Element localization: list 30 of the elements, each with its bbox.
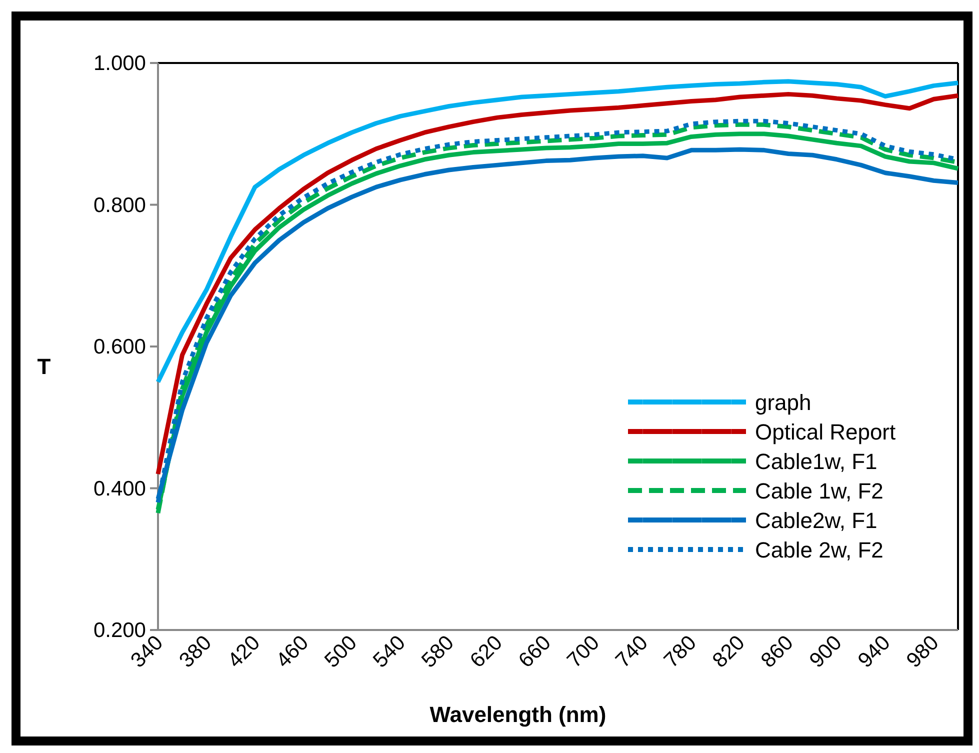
x-tick-label: 420 (223, 631, 265, 672)
x-tick-label: 660 (514, 631, 556, 672)
x-tick-label: 500 (320, 631, 362, 672)
y-axis-title: T (37, 354, 52, 379)
y-tick-label: 0.600 (93, 336, 146, 358)
y-tick-label: 0.800 (93, 194, 146, 217)
x-tick-label: 820 (708, 631, 750, 672)
legend-label: Optical Report (755, 420, 896, 444)
y-tick-label: 0.200 (93, 619, 146, 642)
legend-label: Cable2w, F1 (755, 508, 878, 533)
x-tick-label: 860 (756, 631, 798, 672)
legend-label: Cable 2w, F2 (755, 538, 884, 562)
x-tick-label: 900 (805, 631, 846, 672)
legend-label: graph (755, 390, 812, 415)
x-tick-label: 620 (466, 631, 507, 672)
y-tick-label: 0.400 (93, 477, 146, 500)
line-series (156, 79, 960, 384)
x-tick-label: 980 (902, 631, 944, 672)
x-tick-label: 700 (562, 631, 604, 672)
x-tick-label: 460 (272, 631, 313, 672)
legend-label: Cable 1w, F2 (755, 478, 884, 504)
x-tick-label: 940 (854, 631, 895, 672)
x-tick-label: 740 (611, 631, 652, 672)
x-tick-label: 580 (417, 631, 458, 672)
x-tick-label: 380 (174, 631, 216, 672)
x-tick-label: 780 (660, 631, 701, 672)
y-tick-label: 1.000 (93, 52, 146, 75)
legend-label: Cable1w, F1 (755, 449, 878, 474)
x-tick-label: 540 (368, 631, 410, 672)
x-axis-title: Wavelength (nm) (430, 702, 606, 727)
